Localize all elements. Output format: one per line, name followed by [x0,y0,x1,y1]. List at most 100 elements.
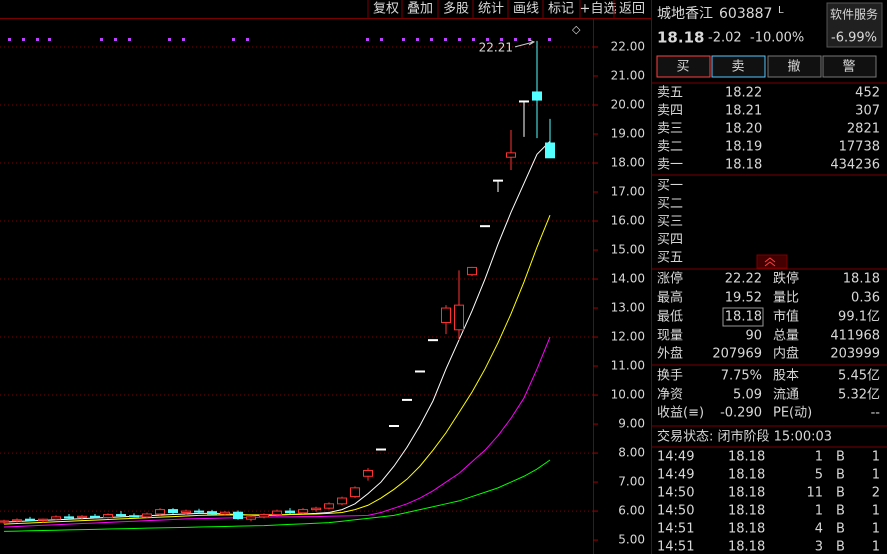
candle-body [467,266,477,276]
trade-button-box[interactable] [656,55,711,78]
ask-volume: 307 [855,104,880,119]
candle-body [532,91,542,101]
marker-dot [458,38,461,41]
marker-dot [402,38,405,41]
tick-volume: 4 [815,522,823,537]
candle-body [64,516,74,519]
tick-side: B [836,540,845,554]
toolbar-button[interactable]: 多股 [443,1,469,17]
y-tick-label: 13.00 [611,301,645,315]
y-tick-label: 19.00 [611,127,645,141]
stat-label: 换手 [657,369,683,384]
price-change: -2.02 [708,31,742,46]
stat-value: 18.18 [843,272,880,287]
last-price: 18.18 [657,29,704,47]
candle-body [233,511,243,520]
marker-dot [472,38,475,41]
marker-dot [380,38,383,41]
tick-volume: 1 [815,450,823,465]
stat-label: 最高 [657,290,683,306]
stat-label: 市值 [773,309,799,325]
ask-label: 卖三 [657,122,683,137]
tick-price: 18.18 [728,450,765,465]
price-change-pct: -10.00% [750,31,804,46]
diamond-icon: ◇ [572,23,581,36]
tick-side: B [836,468,845,483]
trade-button[interactable]: 卖 [731,60,744,75]
stock-code: 603887 [719,6,772,22]
y-tick-label: 11.00 [611,359,645,373]
y-tick-label: 8.00 [618,446,645,460]
tick-time: 14:50 [657,486,694,501]
toolbar-button[interactable]: 标记 [548,2,574,17]
tick-volume: 3 [815,540,823,554]
stat-value: 99.1亿 [838,310,880,325]
marker-dot [36,38,39,41]
toolbar-button[interactable]: 统计 [478,2,504,17]
marker-dot [500,38,503,41]
tick-time: 14:51 [657,522,694,537]
tick-side: B [836,486,845,501]
stat-label: 量比 [773,291,799,306]
trade-button[interactable]: 撤 [787,59,800,75]
toolbar-button[interactable]: 复权 [373,1,399,17]
marker-dot [514,38,517,41]
y-tick-label: 14.00 [611,272,645,286]
bid-label: 买二 [657,197,683,212]
toolbar-button[interactable]: 画线 [513,2,539,17]
candle-body [38,518,48,521]
stat-label: 内盘 [773,346,799,362]
ask-price: 18.21 [725,104,762,119]
trade-button[interactable]: 买 [676,60,689,75]
ask-price: 18.19 [725,140,762,155]
tick-count: 1 [872,522,880,537]
marker-dot [8,38,11,41]
stat-value: 90 [745,329,762,344]
stat-label: 现量 [657,329,683,344]
candle-body [77,515,87,518]
candle-body [402,398,412,401]
trade-button[interactable]: 警 [842,59,855,75]
bid-label: 买三 [657,215,683,230]
expand-button[interactable] [756,254,788,269]
stat-value: 411968 [830,329,880,344]
tick-time: 14:49 [657,468,694,483]
y-tick-label: 18.00 [611,156,645,170]
y-tick-label: 10.00 [611,388,645,402]
tick-price: 18.18 [728,504,765,519]
tick-side: B [836,450,845,465]
candle-body [311,507,321,511]
y-tick-label: 20.00 [611,98,645,112]
stat-label: 股本 [773,369,799,384]
sector-box[interactable] [826,2,883,48]
trade-button-box[interactable] [767,55,822,78]
stat-label: 涨停 [657,271,683,287]
y-tick-label: 22.00 [611,40,645,54]
tick-count: 1 [872,504,880,519]
high-arrow [514,39,536,48]
candle-body [220,511,230,515]
marker-dot [366,38,369,41]
candle-body [285,510,295,514]
tick-price: 18.18 [728,522,765,537]
expand-box[interactable] [756,254,788,269]
tick-time: 14:50 [657,504,694,519]
candle-body [207,511,217,515]
stat-value: 5.45亿 [838,369,880,384]
candle-body [103,514,113,518]
toolbar-button[interactable]: 叠加 [407,2,433,17]
toolbar-button[interactable]: 返回 [619,2,645,17]
candle-body [363,469,373,477]
marker-dot [416,38,419,41]
trade-button-box[interactable] [822,55,877,78]
toolbar-button[interactable]: +自选 [580,2,617,17]
stat-value: 5.32亿 [838,388,880,403]
trade-button-box[interactable] [711,55,766,78]
marker-dot [48,38,51,41]
chevron [764,257,776,267]
stat-label: 跌停 [773,271,799,287]
candle-body [168,509,178,514]
candle-body [454,304,464,331]
